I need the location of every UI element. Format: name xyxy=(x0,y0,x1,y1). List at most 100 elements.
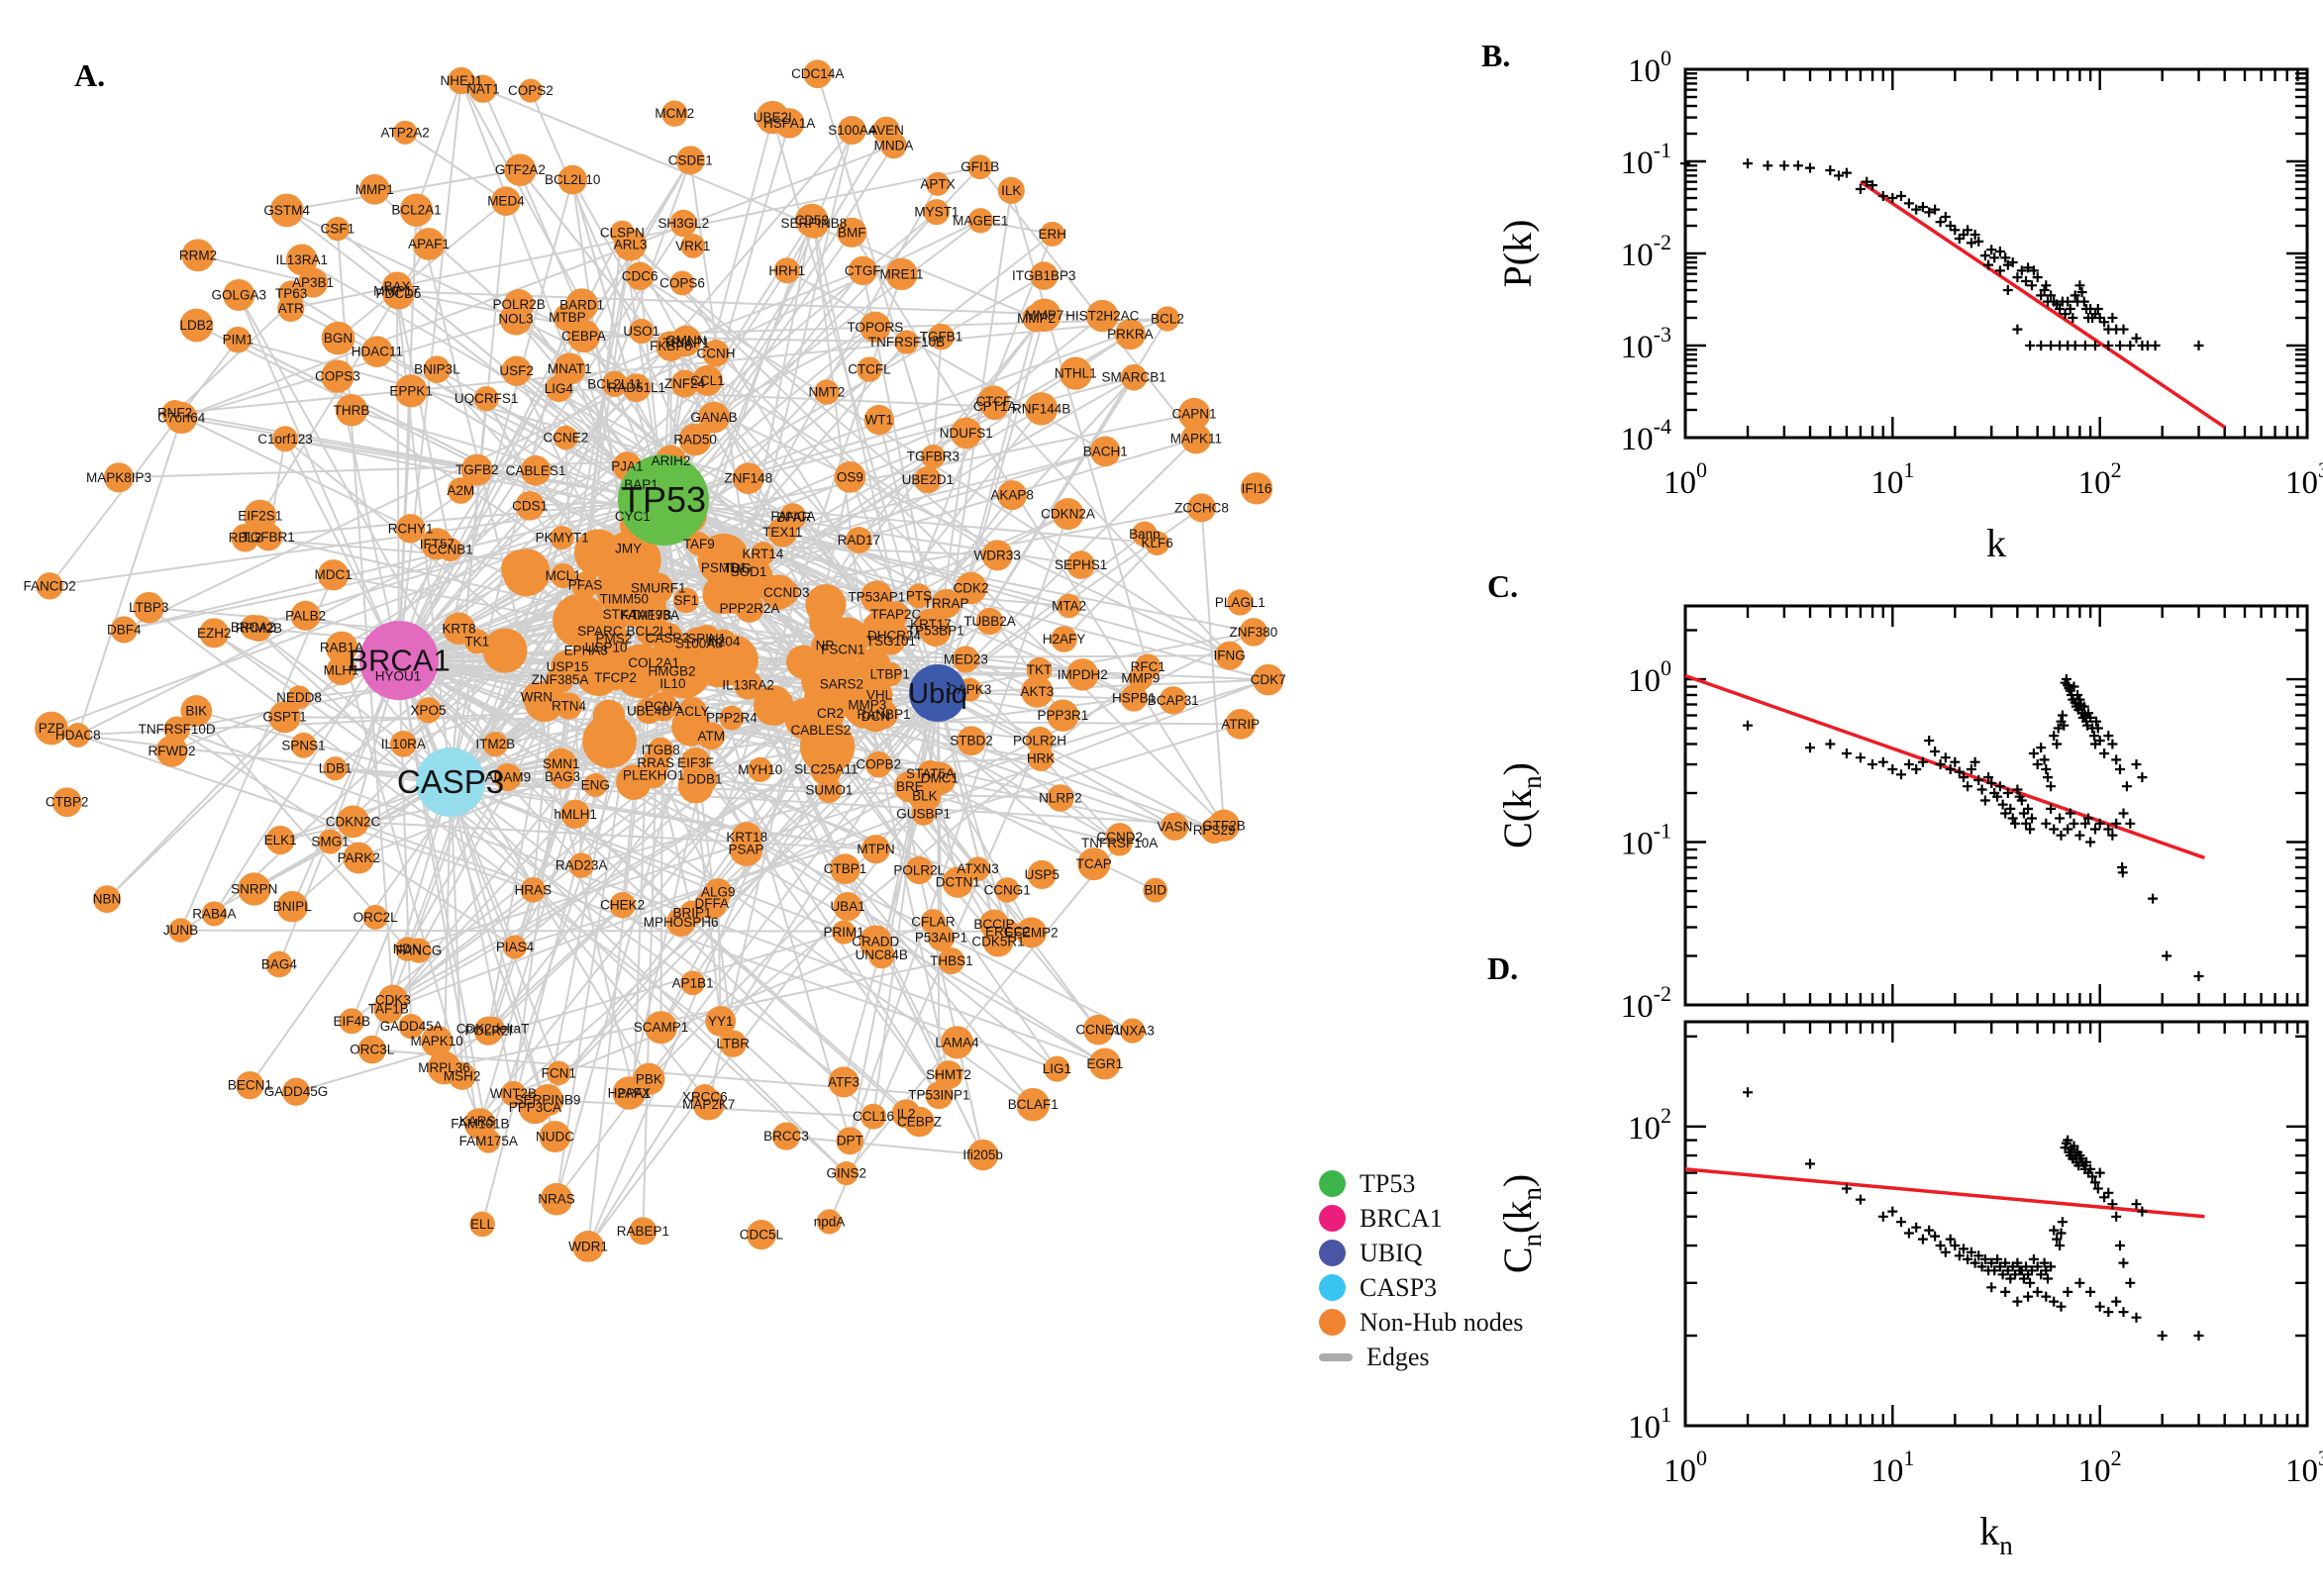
network-node xyxy=(1239,618,1268,647)
node-label: SLC25A11 xyxy=(794,762,858,777)
node-label: NMT2 xyxy=(809,385,846,400)
network-node xyxy=(1207,809,1241,842)
node-label: STAT5A xyxy=(906,766,955,781)
network-node xyxy=(1180,423,1212,454)
network-node xyxy=(1120,363,1148,391)
network-node xyxy=(616,536,642,561)
node-label: GSTM4 xyxy=(263,203,310,218)
y-axis-title: P(k) xyxy=(1495,220,1540,288)
network-node xyxy=(863,404,894,436)
node-label: CRADD xyxy=(852,935,899,949)
network-node xyxy=(179,308,214,343)
node-label: TNFRSF10B xyxy=(868,335,945,349)
node-label: Ifi204 xyxy=(707,634,741,648)
legend-label: CASP3 xyxy=(1360,1272,1438,1302)
node-label: UBE4B xyxy=(627,703,670,718)
network-node xyxy=(957,726,986,756)
node-label: RAB1A xyxy=(320,640,363,654)
node-label: DDB1 xyxy=(687,772,723,787)
network-node xyxy=(827,669,857,699)
node-label: FANCD2 xyxy=(24,578,76,593)
network-node xyxy=(673,587,699,614)
node-label: CCNG1 xyxy=(984,882,1031,897)
node-label: FAM175A xyxy=(459,1134,518,1148)
network-node xyxy=(568,852,594,878)
node-label: HDAC8 xyxy=(55,728,101,743)
node-label: WNT2B xyxy=(490,1086,537,1101)
node-label: PMS2 xyxy=(596,631,633,646)
node-label: MTBP xyxy=(549,310,586,325)
node-label: ENG xyxy=(581,778,610,793)
node-label: SMURF1 xyxy=(631,581,686,596)
node-label: GTF2B xyxy=(1202,818,1246,833)
node-label: NDN xyxy=(393,942,422,956)
network-node xyxy=(1066,658,1099,691)
node-label: BAX xyxy=(383,279,410,294)
network-node xyxy=(1128,665,1154,691)
network-node xyxy=(911,801,936,826)
node-label: ORC2L xyxy=(354,910,399,925)
network-node xyxy=(554,425,578,450)
node-label: PLEKHO1 xyxy=(623,767,684,782)
network-node xyxy=(735,593,764,623)
node-label: ATM xyxy=(698,729,726,744)
network-node xyxy=(362,904,388,930)
network-node xyxy=(168,918,193,943)
node-label: LTBP3 xyxy=(129,600,168,615)
node-label: HYOU1 xyxy=(375,668,422,683)
node-label: BMF xyxy=(838,225,866,240)
network-node xyxy=(658,670,686,697)
node-label: S100A4 xyxy=(828,123,876,138)
tick-label: 103 xyxy=(2285,457,2323,501)
node-label: CR2 xyxy=(817,706,844,721)
network-node xyxy=(894,330,919,354)
node-label: BCCIP xyxy=(973,917,1014,932)
node-label: BRCA2 xyxy=(231,620,275,635)
node-label: CD53 xyxy=(795,213,830,228)
node-label: RAB4A xyxy=(192,906,236,921)
network-node xyxy=(734,556,763,586)
node-label: KLF6 xyxy=(1142,536,1173,550)
network-node xyxy=(857,356,882,382)
node-label: GADD45G xyxy=(264,1084,329,1099)
node-label: STBD2 xyxy=(950,734,993,748)
network-node xyxy=(625,261,655,291)
node-label: ADAM9 xyxy=(485,769,532,784)
node-label: CTCFL xyxy=(848,362,891,377)
node-label: IL2 xyxy=(897,1106,916,1121)
node-label: DBF4 xyxy=(107,622,142,637)
network-node xyxy=(906,583,932,609)
node-label: AVEN xyxy=(868,123,904,138)
node-label: PBK xyxy=(636,1071,662,1086)
network-node xyxy=(231,523,259,552)
network-node xyxy=(1252,663,1284,696)
node-label: CCNB1 xyxy=(428,542,473,556)
network-node xyxy=(290,732,317,758)
network-node xyxy=(318,829,343,854)
node-label: npdA xyxy=(814,1214,846,1229)
node-label: CLSPN xyxy=(600,226,645,241)
node-label: APTX xyxy=(920,176,955,191)
node-label: SARS2 xyxy=(820,677,863,692)
network-node xyxy=(837,116,866,145)
network-node xyxy=(343,842,375,874)
node-label: SHMT2 xyxy=(926,1067,971,1082)
node-label: TRIAP1 xyxy=(662,336,709,350)
node-label: ZNF385A xyxy=(532,672,589,687)
node-label: COPB2 xyxy=(856,757,901,772)
node-label: MMP9 xyxy=(1121,671,1160,686)
node-label: DFFA xyxy=(695,896,730,911)
node-label: JUNB xyxy=(163,923,198,938)
node-label: USF2 xyxy=(499,363,534,378)
node-label: MED4 xyxy=(487,194,525,209)
tick-label: 10-2 xyxy=(1621,981,1671,1025)
network-node xyxy=(335,394,368,427)
node-label: CDC5L xyxy=(740,1228,784,1243)
network-node xyxy=(705,1006,737,1037)
network-node xyxy=(882,601,909,628)
network-node xyxy=(859,311,891,343)
network-node xyxy=(550,526,574,550)
node-label: CDK2 xyxy=(954,581,989,596)
node-label: RTN4 xyxy=(552,699,587,714)
node-label: ZCCHC8 xyxy=(1174,500,1229,515)
